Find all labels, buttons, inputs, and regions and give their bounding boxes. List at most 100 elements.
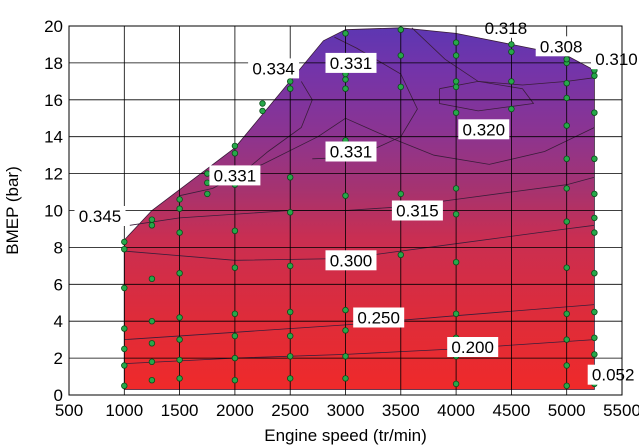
y-axis-title: BMEP (bar): [3, 166, 22, 255]
y-tick-label: 14: [44, 128, 63, 147]
measurement-point: [287, 79, 293, 85]
measurement-point: [453, 259, 459, 265]
measurement-point: [149, 359, 155, 365]
contour-label: 0.345: [75, 206, 126, 226]
measurement-point: [205, 171, 211, 177]
measurement-point: [343, 77, 349, 83]
measurement-point: [453, 381, 459, 387]
measurement-point: [592, 309, 598, 315]
contour-label-text: 0.300: [330, 251, 373, 270]
measurement-point: [592, 215, 598, 221]
y-tick-label: 12: [44, 165, 63, 184]
y-tick-label: 8: [54, 238, 63, 257]
measurement-point: [177, 230, 183, 236]
contour-label: 0.308: [536, 36, 587, 56]
contour-label: 0.331: [326, 142, 377, 162]
measurement-point: [509, 79, 515, 85]
measurement-point: [564, 219, 570, 225]
measurement-point: [260, 101, 266, 107]
contour-label: 0.310: [591, 49, 639, 69]
measurement-point: [122, 363, 128, 369]
measurement-point: [592, 191, 598, 197]
measurement-point: [564, 337, 570, 343]
measurement-point: [453, 311, 459, 317]
y-tick-label: 10: [44, 202, 63, 221]
contour-label-text: 0.250: [357, 309, 400, 328]
measurement-point: [343, 307, 349, 313]
x-tick-label: 1500: [161, 401, 199, 420]
x-tick-label: 2000: [216, 401, 254, 420]
contour-label-text: 0.331: [330, 143, 373, 162]
measurement-point: [287, 376, 293, 382]
measurement-point: [232, 333, 238, 339]
y-tick-label: 4: [54, 312, 63, 331]
x-tick-label: 5000: [548, 401, 586, 420]
contour-label: 0.200: [447, 337, 498, 357]
measurement-point: [287, 333, 293, 339]
measurement-point: [232, 143, 238, 149]
contour-label-text: 0.052: [592, 366, 635, 385]
contour-label: 0.331: [209, 165, 260, 185]
measurement-point: [398, 84, 404, 90]
measurement-point: [177, 376, 183, 382]
measurement-point: [287, 86, 293, 92]
measurement-point: [260, 108, 266, 114]
measurement-point: [592, 73, 598, 79]
measurement-point: [122, 383, 128, 389]
measurement-point: [122, 326, 128, 332]
contour-label-text: 0.320: [463, 120, 506, 139]
measurement-point: [564, 383, 570, 389]
contour-label-text: 0.318: [485, 19, 528, 38]
y-tick-label: 6: [54, 275, 63, 294]
x-axis-title: Engine speed (tr/min): [264, 426, 427, 445]
measurement-point: [205, 180, 211, 186]
measurement-point: [343, 193, 349, 199]
measurement-point: [177, 206, 183, 212]
measurement-point: [592, 335, 598, 341]
measurement-point: [592, 352, 598, 358]
measurement-point: [122, 285, 128, 291]
contour-label-text: 0.331: [214, 166, 257, 185]
measurement-point: [509, 106, 515, 112]
measurement-point: [177, 337, 183, 343]
measurement-point: [592, 156, 598, 162]
measurement-point: [149, 223, 155, 229]
x-tick-label: 4000: [437, 401, 475, 420]
measurement-point: [343, 31, 349, 37]
y-tick-label: 16: [44, 91, 63, 110]
x-tick-label: 4500: [492, 401, 530, 420]
measurement-point: [205, 191, 211, 197]
measurement-point: [453, 79, 459, 85]
measurement-point: [287, 210, 293, 216]
x-tick-label: 5500: [603, 401, 639, 420]
x-tick-label: 3000: [327, 401, 365, 420]
measurement-point: [122, 346, 128, 352]
contour-label: 0.250: [353, 308, 404, 328]
measurement-point: [343, 354, 349, 360]
y-axis-ticks: 0 2 4 6 8 10 12 14 16 18 20: [44, 17, 63, 405]
measurement-point: [232, 355, 238, 361]
x-tick-label: 3500: [382, 401, 420, 420]
measurement-point: [398, 252, 404, 258]
measurement-point: [287, 354, 293, 360]
x-tick-label: 1000: [105, 401, 143, 420]
measurement-point: [177, 197, 183, 203]
measurement-point: [564, 363, 570, 369]
measurement-point: [564, 95, 570, 101]
measurement-point: [232, 151, 238, 157]
measurement-point: [343, 86, 349, 92]
measurement-point: [564, 311, 570, 317]
measurement-point: [232, 265, 238, 271]
measurement-point: [564, 156, 570, 162]
x-axis-ticks: 500 1000 1500 2000 2500 3000 3500 4000 4500 5000 5…: [55, 401, 639, 420]
measurement-point: [343, 376, 349, 382]
contour-label-text: 0.331: [330, 54, 373, 73]
measurement-point: [509, 49, 515, 55]
measurement-point: [564, 265, 570, 271]
measurement-point: [122, 239, 128, 245]
measurement-point: [592, 110, 598, 116]
y-tick-label: 20: [44, 17, 63, 36]
measurement-point: [398, 191, 404, 197]
measurement-point: [398, 53, 404, 59]
